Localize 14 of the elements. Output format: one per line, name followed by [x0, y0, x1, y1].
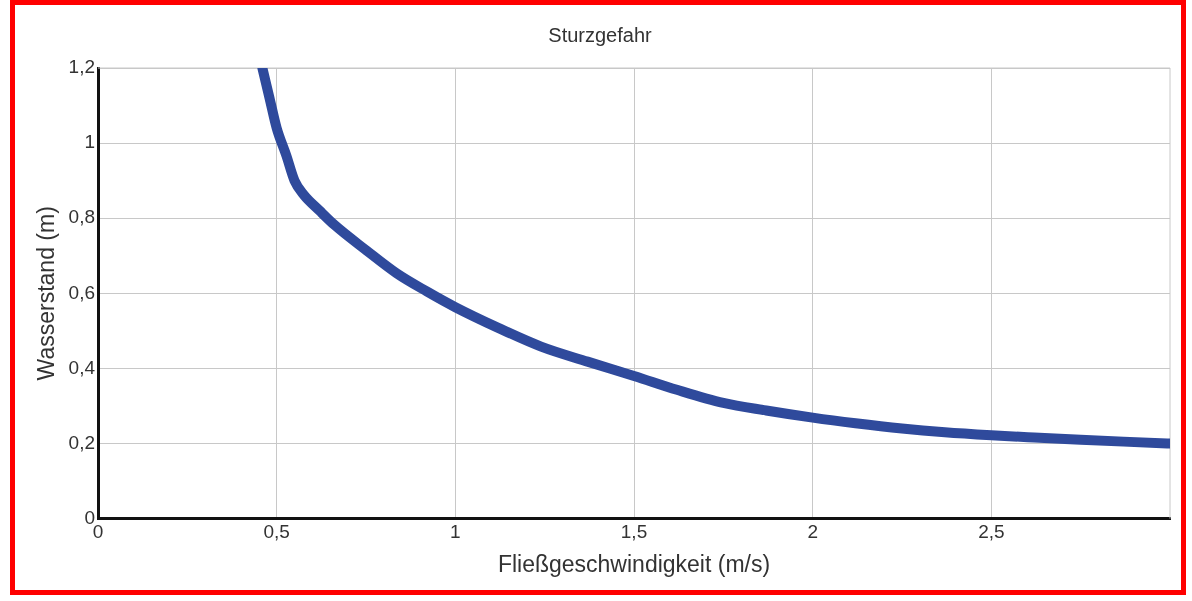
x-tick-label: 2	[807, 521, 818, 543]
x-tick-label: 1,5	[620, 521, 648, 543]
x-tick-label: 2,5	[978, 521, 1005, 543]
x-axis-title: Fließgeschwindigkeit (m/s)	[497, 550, 771, 577]
y-tick-label: 1,2	[68, 56, 96, 78]
y-tick-label: 0,6	[68, 281, 96, 303]
x-tick-label: 1	[450, 521, 461, 543]
y-tick-label: 0,8	[68, 206, 96, 228]
x-tick-label: 0,5	[263, 521, 290, 543]
y-tick-label: 1	[84, 131, 96, 153]
y-axis-title: Wasserstand (m)	[33, 206, 60, 381]
chart-title: Sturzgefahr	[548, 23, 653, 46]
y-tick-label: 0,4	[68, 356, 96, 378]
y-tick-label: 0,2	[68, 431, 96, 453]
